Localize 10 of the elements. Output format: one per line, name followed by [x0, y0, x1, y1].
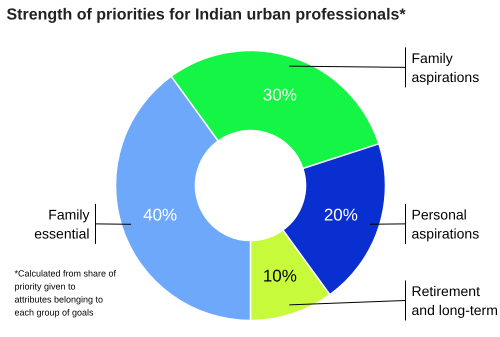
slice-label: Personal aspirations	[412, 206, 480, 242]
text: *Calculated from share of priority given to attributes belonging to each group of goals	[14, 268, 117, 318]
data-label: 10%	[262, 266, 297, 286]
data-label: 40%	[143, 205, 178, 224]
data-label: 20%	[324, 205, 358, 224]
chart-title: Strength of priorities for Indian urban professionals*	[6, 6, 406, 24]
slice-label: Family aspirations	[412, 50, 480, 85]
slice-label: Retirement and long-term	[412, 282, 498, 318]
data-label: 30%	[262, 86, 297, 105]
slice-label: Family essential	[34, 206, 90, 242]
